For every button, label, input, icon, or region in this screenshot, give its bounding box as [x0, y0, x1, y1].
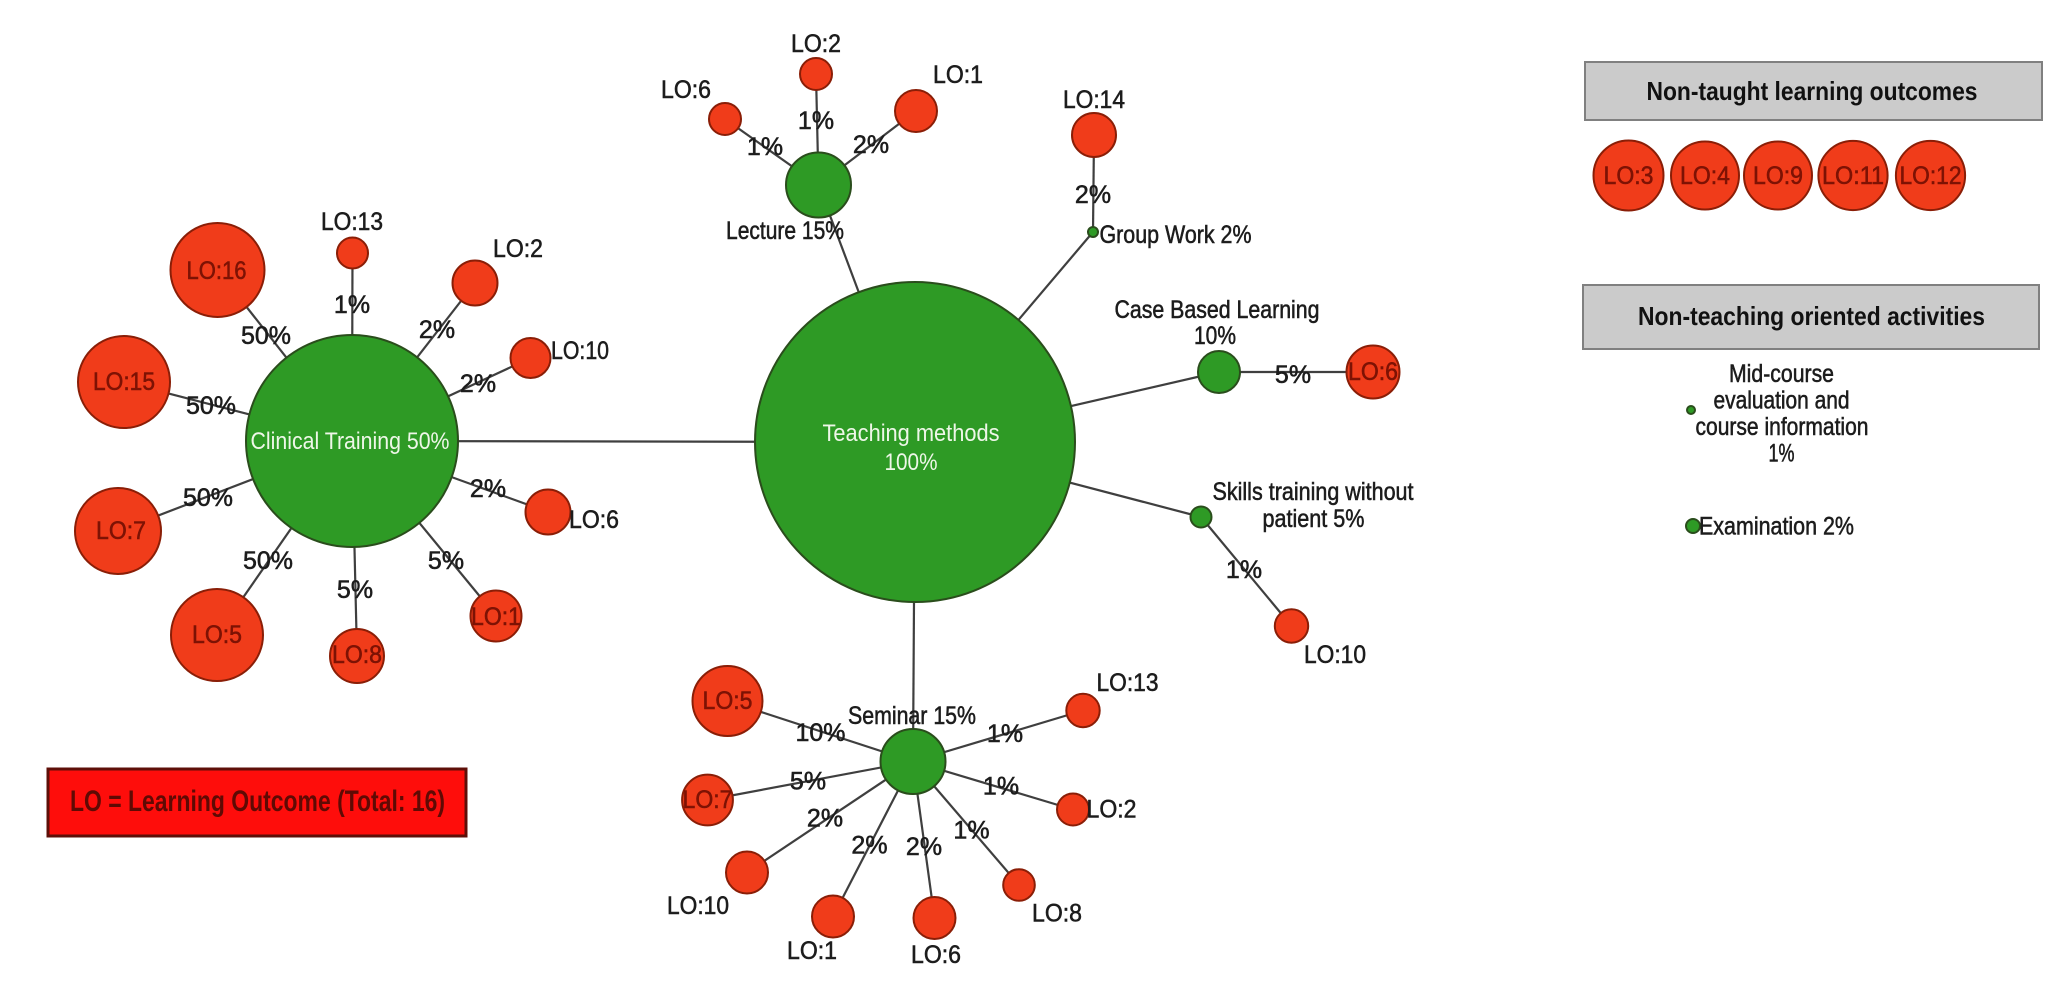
svg-text:LO:13: LO:13: [321, 208, 383, 236]
svg-text:2%: 2%: [851, 832, 887, 860]
svg-text:2%: 2%: [460, 370, 496, 398]
svg-text:10%: 10%: [795, 719, 845, 747]
svg-text:LO:6: LO:6: [569, 506, 619, 534]
svg-text:patient 5%: patient 5%: [1263, 505, 1365, 533]
svg-text:LO:11: LO:11: [1822, 162, 1884, 190]
svg-text:LO:16: LO:16: [187, 257, 247, 285]
svg-text:Non-taught learning outcomes: Non-taught learning outcomes: [1647, 76, 1978, 106]
svg-text:50%: 50%: [186, 392, 236, 420]
svg-text:LO:6: LO:6: [911, 941, 961, 969]
svg-text:LO:10: LO:10: [1304, 641, 1366, 669]
svg-text:Lecture 15%: Lecture 15%: [726, 217, 844, 245]
svg-text:LO:1: LO:1: [471, 603, 521, 631]
svg-text:LO:8: LO:8: [332, 641, 382, 669]
svg-text:2%: 2%: [853, 131, 889, 159]
svg-text:Teaching methods: Teaching methods: [823, 420, 1000, 447]
svg-text:Seminar 15%: Seminar 15%: [848, 702, 976, 730]
svg-text:LO:14: LO:14: [1063, 86, 1125, 114]
svg-text:2%: 2%: [1075, 181, 1111, 209]
svg-text:Case Based Learning: Case Based Learning: [1115, 296, 1320, 324]
svg-text:50%: 50%: [183, 484, 233, 512]
svg-text:1%: 1%: [953, 817, 989, 845]
svg-text:LO:4: LO:4: [1680, 162, 1730, 190]
svg-text:LO:8: LO:8: [1032, 900, 1082, 928]
svg-text:LO:2: LO:2: [1087, 796, 1137, 824]
svg-text:Examination 2%: Examination 2%: [1699, 513, 1854, 541]
svg-text:LO:7: LO:7: [683, 786, 733, 814]
svg-text:5%: 5%: [337, 576, 373, 604]
svg-text:LO:10: LO:10: [667, 892, 729, 920]
svg-text:Mid-course: Mid-course: [1729, 360, 1834, 388]
svg-text:LO:10: LO:10: [551, 337, 609, 365]
svg-text:2%: 2%: [419, 316, 455, 344]
svg-text:LO:6: LO:6: [1348, 358, 1398, 386]
svg-text:LO:9: LO:9: [1753, 162, 1803, 190]
svg-text:LO:13: LO:13: [1097, 669, 1159, 697]
svg-text:LO:2: LO:2: [791, 30, 841, 58]
svg-text:LO:15: LO:15: [93, 368, 155, 396]
svg-text:LO:7: LO:7: [96, 517, 146, 545]
svg-text:LO:5: LO:5: [703, 687, 753, 715]
svg-text:Skills training without: Skills training without: [1213, 478, 1414, 506]
svg-text:5%: 5%: [428, 547, 464, 575]
svg-text:1%: 1%: [747, 133, 783, 161]
svg-text:1%: 1%: [1226, 556, 1262, 584]
svg-text:LO:6: LO:6: [661, 76, 711, 104]
svg-text:2%: 2%: [807, 805, 843, 833]
svg-text:LO:2: LO:2: [493, 235, 543, 263]
svg-text:Non-teaching oriented activiti: Non-teaching oriented activities: [1638, 301, 1985, 331]
svg-text:LO = Learning Outcome (Total:: LO = Learning Outcome (Total: 16): [70, 785, 445, 818]
svg-text:5%: 5%: [1275, 361, 1311, 389]
svg-text:1%: 1%: [1769, 440, 1795, 468]
svg-text:evaluation and: evaluation and: [1714, 387, 1850, 415]
svg-text:1%: 1%: [798, 107, 834, 135]
svg-text:5%: 5%: [790, 768, 826, 796]
svg-text:LO:1: LO:1: [933, 61, 983, 89]
svg-text:2%: 2%: [906, 833, 942, 861]
svg-text:100%: 100%: [885, 449, 938, 476]
svg-text:course information: course information: [1696, 413, 1869, 441]
svg-text:LO:3: LO:3: [1604, 162, 1654, 190]
svg-text:Group Work 2%: Group Work 2%: [1100, 221, 1252, 249]
svg-text:1%: 1%: [987, 720, 1023, 748]
svg-text:LO:5: LO:5: [192, 621, 242, 649]
svg-text:LO:1: LO:1: [787, 937, 837, 965]
svg-text:50%: 50%: [241, 322, 291, 350]
svg-text:LO:12: LO:12: [1900, 162, 1962, 190]
svg-text:2%: 2%: [470, 475, 506, 503]
svg-text:1%: 1%: [334, 291, 370, 319]
svg-text:50%: 50%: [243, 547, 293, 575]
svg-text:Clinical Training 50%: Clinical Training 50%: [251, 428, 450, 455]
svg-text:10%: 10%: [1194, 322, 1236, 350]
svg-text:1%: 1%: [983, 773, 1019, 801]
